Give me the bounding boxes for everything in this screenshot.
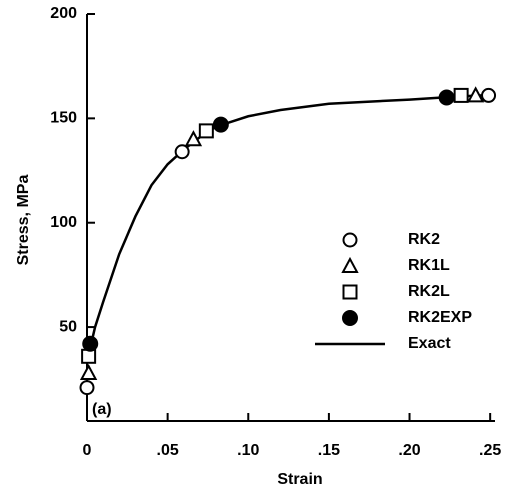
legend-marker <box>341 256 359 273</box>
y-tick-label: 200 <box>50 5 77 22</box>
point <box>79 363 98 380</box>
y-tick-label: 150 <box>50 110 77 127</box>
y-tick-label: 50 <box>59 318 77 335</box>
y-axis-label: Stress, MPa <box>15 175 32 266</box>
x-tick-label: .10 <box>237 442 259 459</box>
legend-marker <box>342 284 358 300</box>
point <box>453 87 469 103</box>
x-axis-label: Strain <box>277 471 322 488</box>
x-tick-label: .15 <box>318 442 340 459</box>
point <box>79 380 95 396</box>
legend-label: RK2L <box>408 283 450 300</box>
point <box>438 89 455 106</box>
legend-label: RK1L <box>408 257 450 274</box>
legend-label: RK2 <box>408 231 440 248</box>
legend-label: RK2EXP <box>408 309 472 326</box>
x-tick-label: 0 <box>83 442 92 459</box>
point <box>198 123 214 139</box>
point <box>212 116 229 133</box>
x-tick-label: .25 <box>479 442 501 459</box>
legend-label: Exact <box>408 335 451 352</box>
point <box>174 144 190 160</box>
legend-marker <box>342 310 358 326</box>
y-tick-label: 100 <box>50 214 77 231</box>
point <box>81 348 97 364</box>
point <box>82 335 99 352</box>
point <box>184 130 203 147</box>
point <box>466 86 485 103</box>
x-tick-label: .20 <box>398 442 420 459</box>
legend-marker <box>342 232 358 248</box>
point <box>481 87 497 103</box>
x-tick-label: .05 <box>157 442 179 459</box>
annotation: (a) <box>92 401 112 418</box>
